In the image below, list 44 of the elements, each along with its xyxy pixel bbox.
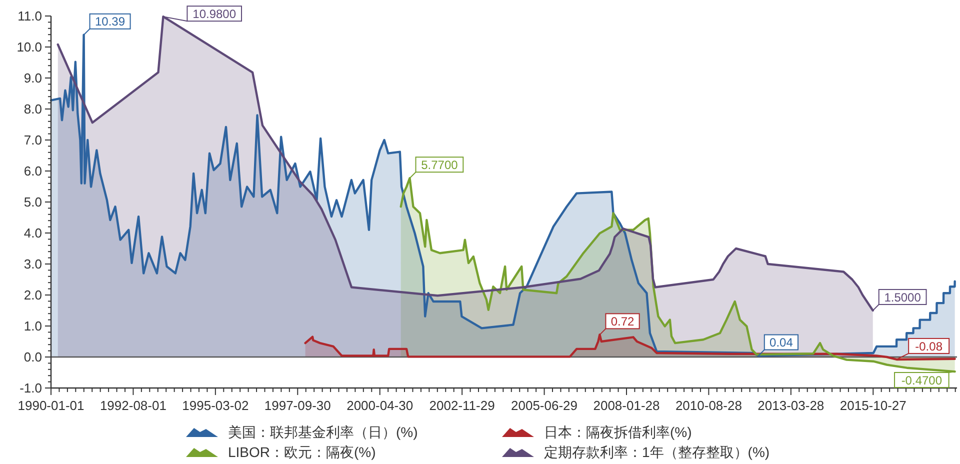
y-tick-label: -1.0 (20, 380, 42, 396)
annotation: -0.4700 (901, 373, 942, 388)
x-tick-label: 1997-09-30 (264, 398, 331, 413)
x-tick-label: 1990-01-01 (18, 398, 84, 413)
y-tick-label: 5.0 (24, 194, 42, 210)
y-tick-label: 0.0 (24, 350, 42, 364)
x-tick-label: 2002-11-29 (429, 398, 495, 413)
y-tick-label: 3.0 (24, 256, 42, 272)
y-tick-label: 11.0 (18, 8, 42, 24)
annotation: 1.5000 (884, 290, 922, 304)
legend-label: LIBOR：欧元：隔夜(%) (228, 444, 376, 460)
annotation: -0.4700 (894, 371, 956, 388)
y-tick-label: 2.0 (24, 288, 42, 302)
legend-label: 日本：隔夜拆借利率(%) (544, 424, 692, 440)
x-tick-label: 2000-04-30 (346, 398, 414, 413)
annotation: 10.39 (83, 13, 131, 36)
x-tick-label: 2013-03-28 (758, 398, 824, 413)
annotation: 5.7700 (421, 158, 458, 172)
y-tick-label: 1.0 (24, 318, 42, 334)
annotation: 1.5000 (872, 289, 927, 311)
annotation: -0.08 (915, 339, 943, 354)
annotation: 0.04 (770, 336, 794, 350)
x-tick-label: 2005-06-29 (511, 398, 578, 413)
x-tick-label: 1995-03-02 (182, 398, 249, 413)
annotation: 10.9800 (162, 6, 242, 22)
annotation: 10.39 (95, 14, 126, 29)
x-tick-label: 2015-10-27 (840, 398, 906, 413)
y-tick-label: 8.0 (24, 102, 42, 116)
annotation: -0.08 (896, 338, 950, 360)
x-tick-label: 2010-08-28 (675, 398, 742, 413)
legend-label: 美国：联邦基金利率（日）(%) (228, 424, 418, 440)
y-tick-label: 10.0 (16, 40, 42, 54)
x-tick-label: 1992-08-01 (100, 398, 166, 413)
x-tick-label: 2008-01-28 (593, 398, 660, 413)
annotation: 0.72 (610, 314, 635, 328)
annotation: 0.04 (758, 334, 798, 356)
y-tick-label: 7.0 (24, 132, 42, 148)
annotation: 0.72 (599, 313, 640, 336)
annotation: 5.7700 (409, 156, 464, 179)
legend-label: 定期存款利率：1年（整存整取）(%) (544, 444, 770, 460)
y-tick-label: 9.0 (24, 70, 42, 86)
y-tick-label: 4.0 (24, 226, 42, 240)
annotation: 10.9800 (192, 6, 236, 21)
y-tick-label: 6.0 (24, 164, 42, 178)
